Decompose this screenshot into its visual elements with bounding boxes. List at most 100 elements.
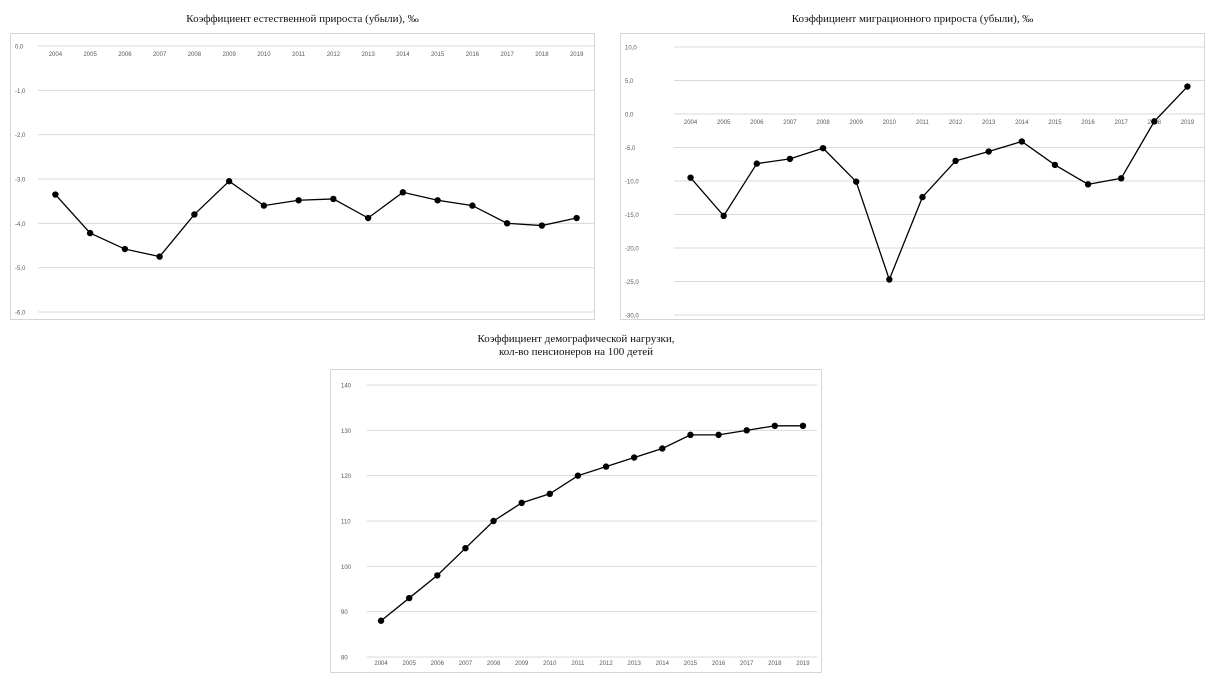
chart1-data-point bbox=[260, 202, 268, 209]
chart1-data-point bbox=[295, 197, 302, 204]
chart1-xtick-label: 2004 bbox=[49, 52, 63, 58]
chart3-data-point bbox=[377, 617, 385, 624]
chart3-data-point bbox=[743, 427, 750, 434]
chart2-ytick-label: -15,0 bbox=[625, 213, 639, 219]
chart2-xtick-label: 2005 bbox=[717, 120, 731, 126]
chart3-xtick-label: 2018 bbox=[768, 661, 782, 667]
chart3-frame: 80 90 100 110 120 130 140 2004 2005 2006 2007 2008 2… bbox=[330, 369, 822, 673]
chart2-data-point bbox=[720, 212, 727, 220]
chart1-xtick-label: 2011 bbox=[292, 52, 306, 58]
chart1-data-point bbox=[156, 253, 163, 260]
chart1-ytick-label: -1,0 bbox=[15, 89, 26, 95]
chart1-xtick-label: 2010 bbox=[257, 52, 271, 58]
chart1-data-point bbox=[121, 245, 129, 253]
chart3-xtick-label: 2007 bbox=[459, 661, 473, 667]
chart3-ytick-label: 80 bbox=[341, 656, 348, 662]
chart2-svg: -30,0 -25,0 -20,0 -15,0 -10,0 -5,0 0,0 5,0 10,0 2… bbox=[625, 46, 1204, 320]
chart1-xtick-label: 2012 bbox=[327, 52, 341, 58]
chart1-xtick-label: 2008 bbox=[188, 52, 202, 58]
chart3-ytick-label: 120 bbox=[341, 474, 352, 480]
chart1-xtick-label: 2006 bbox=[118, 52, 132, 58]
chart1-data-point bbox=[364, 214, 372, 222]
chart1-data-point bbox=[191, 211, 198, 218]
chart3-xtick-label: 2019 bbox=[796, 661, 810, 667]
chart2-xtick-label: 2016 bbox=[1081, 120, 1095, 126]
chart3-subtitle: кол-во пенсионеров на 100 детей bbox=[498, 346, 654, 358]
chart3-data-point bbox=[659, 445, 666, 452]
chart1-data-point bbox=[52, 191, 59, 198]
chart3-xtick-label: 2012 bbox=[599, 661, 613, 667]
chart1-frame: -6,0 -5,0 -4,0 -3,0 -2,0 -1,0 0,0 2004 2005 2006 2… bbox=[10, 33, 595, 320]
chart2-ytick-label: -5,0 bbox=[625, 146, 636, 152]
chart2-data-point bbox=[819, 144, 827, 152]
chart1-xtick-label: 2019 bbox=[570, 52, 584, 58]
chart1-ytick-label: -4,0 bbox=[15, 222, 26, 228]
chart1-data-point bbox=[399, 189, 407, 196]
chart3-xtick-label: 2006 bbox=[431, 661, 445, 667]
chart1-ytick-label: -3,0 bbox=[15, 178, 26, 184]
chart3-ytick-label: 140 bbox=[341, 384, 352, 390]
chart3-xtick-label: 2005 bbox=[403, 661, 417, 667]
chart2-xtick-label: 2013 bbox=[982, 120, 996, 126]
chart3-ytick-label: 110 bbox=[341, 520, 351, 526]
chart3-data-point bbox=[715, 431, 722, 439]
chart2-frame: -30,0 -25,0 -20,0 -15,0 -10,0 -5,0 0,0 5,0 10,0 2… bbox=[620, 33, 1205, 320]
chart1-ytick-label: -5,0 bbox=[15, 266, 26, 272]
chart2-xtick-label: 2014 bbox=[1015, 120, 1029, 126]
chart2-data-point bbox=[753, 160, 761, 167]
chart2-data-point bbox=[985, 148, 992, 155]
chart1-svg: -6,0 -5,0 -4,0 -3,0 -2,0 -1,0 0,0 2004 2005 2006 2… bbox=[15, 45, 594, 317]
chart2-xtick-label: 2004 bbox=[684, 120, 698, 126]
chart3-svg: 80 90 100 110 120 130 140 2004 2005 2006 2007 2008 2… bbox=[341, 384, 817, 667]
chart1-ytick-label: -6,0 bbox=[15, 311, 26, 317]
chart2-data-point bbox=[952, 157, 959, 165]
chart2-data-point bbox=[1151, 118, 1158, 125]
chart2-xtick-label: 2009 bbox=[850, 120, 864, 126]
chart3-data-point bbox=[687, 431, 694, 439]
chart1-data-point bbox=[573, 214, 580, 222]
chart3-data-point bbox=[799, 422, 807, 429]
chart3-xtick-label: 2015 bbox=[684, 661, 698, 667]
chart1-data-point bbox=[503, 220, 511, 227]
chart3-ytick-label: 100 bbox=[341, 565, 352, 571]
chart2-data-point bbox=[886, 276, 893, 283]
chart2-series-line bbox=[690, 86, 1188, 282]
chart3-data-point bbox=[574, 472, 582, 479]
chart3-xtick-label: 2016 bbox=[712, 661, 726, 667]
chart2-data-point bbox=[1117, 175, 1125, 182]
chart3-data-point bbox=[630, 454, 638, 461]
chart1-data-point bbox=[469, 202, 476, 209]
chart3-data-point bbox=[462, 545, 469, 552]
chart1-series-line bbox=[54, 180, 577, 258]
chart1-xtick-label: 2013 bbox=[361, 52, 375, 58]
chart2-data-point bbox=[786, 155, 794, 163]
chart2-xtick-label: 2012 bbox=[949, 120, 963, 126]
chart3-data-point bbox=[602, 463, 610, 470]
chart2-ytick-label: -25,0 bbox=[625, 280, 639, 286]
chart2-xtick-label: 2010 bbox=[883, 120, 897, 126]
chart2-data-point bbox=[1184, 83, 1191, 90]
chart1-xtick-label: 2005 bbox=[83, 52, 97, 58]
chart3-series-line bbox=[380, 425, 803, 622]
chart1-xtick-label: 2015 bbox=[431, 52, 445, 58]
chart2-xtick-label: 2019 bbox=[1181, 120, 1195, 126]
chart1-data-point bbox=[86, 229, 94, 237]
chart3-data-point bbox=[405, 594, 413, 602]
chart1-title: Коэффициент естественной прироста (убыли… bbox=[186, 13, 419, 25]
chart2-xtick-label: 2015 bbox=[1048, 120, 1062, 126]
chart3-ytick-label: 90 bbox=[341, 610, 348, 616]
chart1-data-point bbox=[330, 195, 337, 203]
chart2-data-point bbox=[919, 193, 926, 201]
chart2-data-point bbox=[1084, 181, 1092, 188]
chart1-data-point bbox=[538, 222, 546, 229]
chart2-xtick-label: 2008 bbox=[816, 120, 830, 126]
chart2-ytick-label: -30,0 bbox=[625, 314, 639, 320]
chart1-ytick-label: -2,0 bbox=[15, 133, 26, 139]
chart1-data-point bbox=[225, 178, 233, 185]
chart2-ytick-label: -10,0 bbox=[625, 180, 639, 186]
chart3-data-point bbox=[518, 499, 525, 507]
chart3-data-point bbox=[771, 422, 779, 429]
chart2-ytick-label: 0,0 bbox=[625, 113, 634, 119]
chart3-xtick-label: 2014 bbox=[656, 661, 670, 667]
chart1-ytick-label: 0,0 bbox=[15, 45, 24, 51]
